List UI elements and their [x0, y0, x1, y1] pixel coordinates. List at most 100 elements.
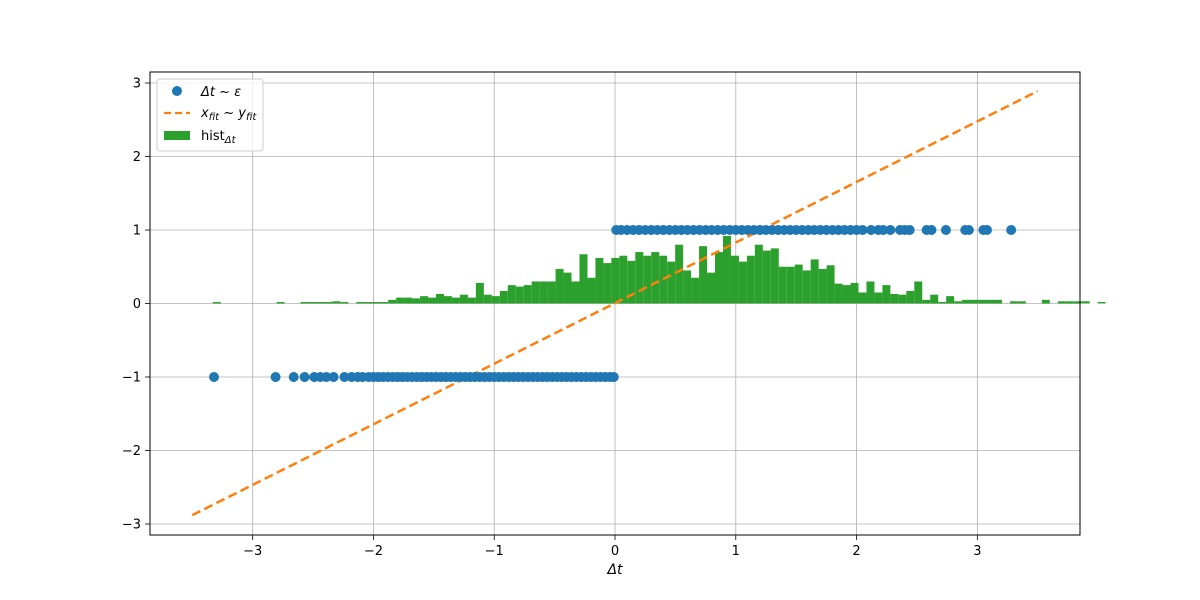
- hist-bar: [898, 294, 907, 304]
- hist-bar: [1065, 301, 1074, 304]
- hist-bar: [372, 302, 381, 304]
- scatter-point: [1006, 225, 1017, 236]
- x-tick-label: 1: [732, 544, 740, 559]
- hist-bar: [978, 299, 987, 304]
- hist-bar: [818, 268, 827, 304]
- hist-bar: [715, 252, 723, 304]
- hist-bar: [667, 261, 676, 304]
- hist-bar: [300, 302, 309, 304]
- legend-marker-hist: [164, 131, 190, 140]
- hist-bar: [970, 299, 979, 304]
- hist-bar: [1057, 301, 1066, 304]
- hist-bar: [1009, 301, 1018, 304]
- hist-bar: [730, 255, 739, 304]
- scatter-point: [904, 225, 915, 236]
- hist-bar: [954, 301, 963, 304]
- hist-bar: [324, 302, 333, 304]
- hist-bar: [547, 281, 556, 304]
- hist-bar: [571, 281, 580, 304]
- y-tick-label: 1: [133, 224, 141, 239]
- x-tick-label: 3: [973, 544, 981, 559]
- scatter-point: [982, 225, 992, 236]
- hist-bar: [786, 266, 795, 304]
- hist-bar: [603, 263, 612, 304]
- hist-bar: [611, 257, 620, 304]
- hist-bar: [523, 285, 532, 304]
- hist-bar: [396, 297, 405, 304]
- hist-bar: [1081, 301, 1090, 304]
- y-tick-label: 0: [133, 297, 141, 312]
- hist-bar: [579, 254, 588, 304]
- hist-bar: [874, 292, 883, 304]
- legend: Δt ~ ε xfit ~ yfit histΔt: [156, 78, 264, 152]
- hist-bar: [754, 244, 763, 304]
- hist-bar: [938, 302, 947, 304]
- hist-bar: [1017, 301, 1026, 304]
- hist-bar: [499, 291, 508, 304]
- fit-line: [191, 89, 1039, 517]
- hist-bar: [834, 283, 843, 304]
- scatter-point: [270, 371, 281, 382]
- hist-bar: [906, 291, 915, 304]
- scatter-point: [878, 225, 889, 236]
- scatter-point: [299, 371, 310, 382]
- scatter-point: [339, 371, 350, 382]
- hist-bar: [316, 302, 325, 304]
- hist-bar: [770, 248, 779, 304]
- hist-bar: [962, 299, 971, 304]
- scatter-point: [288, 371, 299, 382]
- x-tick-label: −3: [243, 544, 262, 559]
- hist-bar: [332, 301, 341, 304]
- hist-bar: [778, 266, 787, 304]
- y-tick-label: 2: [133, 150, 141, 165]
- hist-bar: [467, 297, 476, 304]
- hist-bar: [308, 302, 317, 304]
- hist-bar: [443, 296, 452, 304]
- hist-bar: [420, 296, 429, 304]
- scatter-point: [608, 371, 619, 382]
- hist-bar: [890, 293, 899, 304]
- hist-bar: [619, 255, 628, 304]
- hist-bar: [459, 294, 468, 304]
- hist-bar: [587, 277, 596, 304]
- histogram-bars: [212, 235, 1106, 304]
- legend-label-fit: xfit ~ yfit: [200, 106, 257, 123]
- hist-bar: [412, 298, 421, 304]
- scatter-point: [885, 225, 896, 236]
- hist-bar: [635, 252, 644, 304]
- hist-bar: [627, 260, 636, 304]
- hist-bar: [746, 255, 755, 304]
- hist-bar: [922, 299, 931, 304]
- hist-bar: [276, 302, 285, 304]
- hist-bar: [1073, 301, 1082, 304]
- legend-label-hist: histΔt: [201, 129, 237, 146]
- hist-bar: [691, 277, 700, 304]
- tick-layer: −3 −2 −1 0 1 2 3 −3 −2 −1 0 1 2 3: [122, 77, 982, 559]
- y-tick-label: 3: [133, 77, 141, 92]
- scatter-point: [866, 225, 877, 236]
- hist-bar: [364, 302, 373, 304]
- scatter-points: [209, 225, 1017, 382]
- hist-bar: [507, 285, 516, 304]
- hist-bar: [930, 294, 939, 304]
- hist-bar: [738, 261, 747, 304]
- hist-bar: [428, 297, 437, 304]
- hist-bar: [946, 296, 955, 304]
- hist-bar: [404, 297, 413, 304]
- scatter-point: [926, 225, 937, 236]
- hist-bar: [451, 297, 460, 304]
- hist-bar: [1097, 302, 1106, 304]
- hist-bar: [475, 282, 484, 304]
- hist-bar: [675, 244, 684, 304]
- hist-bar: [380, 302, 389, 304]
- hist-bar: [986, 299, 995, 304]
- hist-bar: [515, 286, 524, 304]
- hist-bar: [802, 270, 811, 304]
- hist-bar: [563, 272, 572, 304]
- x-axis-title: Δt: [606, 562, 623, 578]
- scatter-point: [209, 371, 220, 382]
- scatter-point: [321, 371, 332, 382]
- x-tick-label: −2: [364, 544, 383, 559]
- hist-bar: [595, 257, 604, 304]
